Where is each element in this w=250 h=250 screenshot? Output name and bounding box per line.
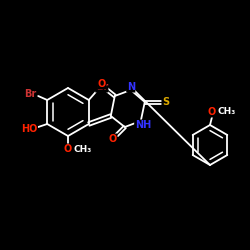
Text: CH₃: CH₃ bbox=[73, 144, 91, 154]
Text: O: O bbox=[109, 134, 117, 144]
Text: O: O bbox=[208, 107, 216, 117]
Text: S: S bbox=[162, 97, 169, 107]
Text: NH: NH bbox=[135, 120, 151, 130]
Text: HO: HO bbox=[21, 124, 38, 134]
Text: Br: Br bbox=[24, 89, 36, 99]
Text: O: O bbox=[64, 144, 72, 154]
Text: N: N bbox=[127, 82, 135, 92]
Text: Br: Br bbox=[96, 82, 108, 92]
Text: CH₃: CH₃ bbox=[217, 108, 235, 116]
Text: O: O bbox=[98, 79, 106, 89]
